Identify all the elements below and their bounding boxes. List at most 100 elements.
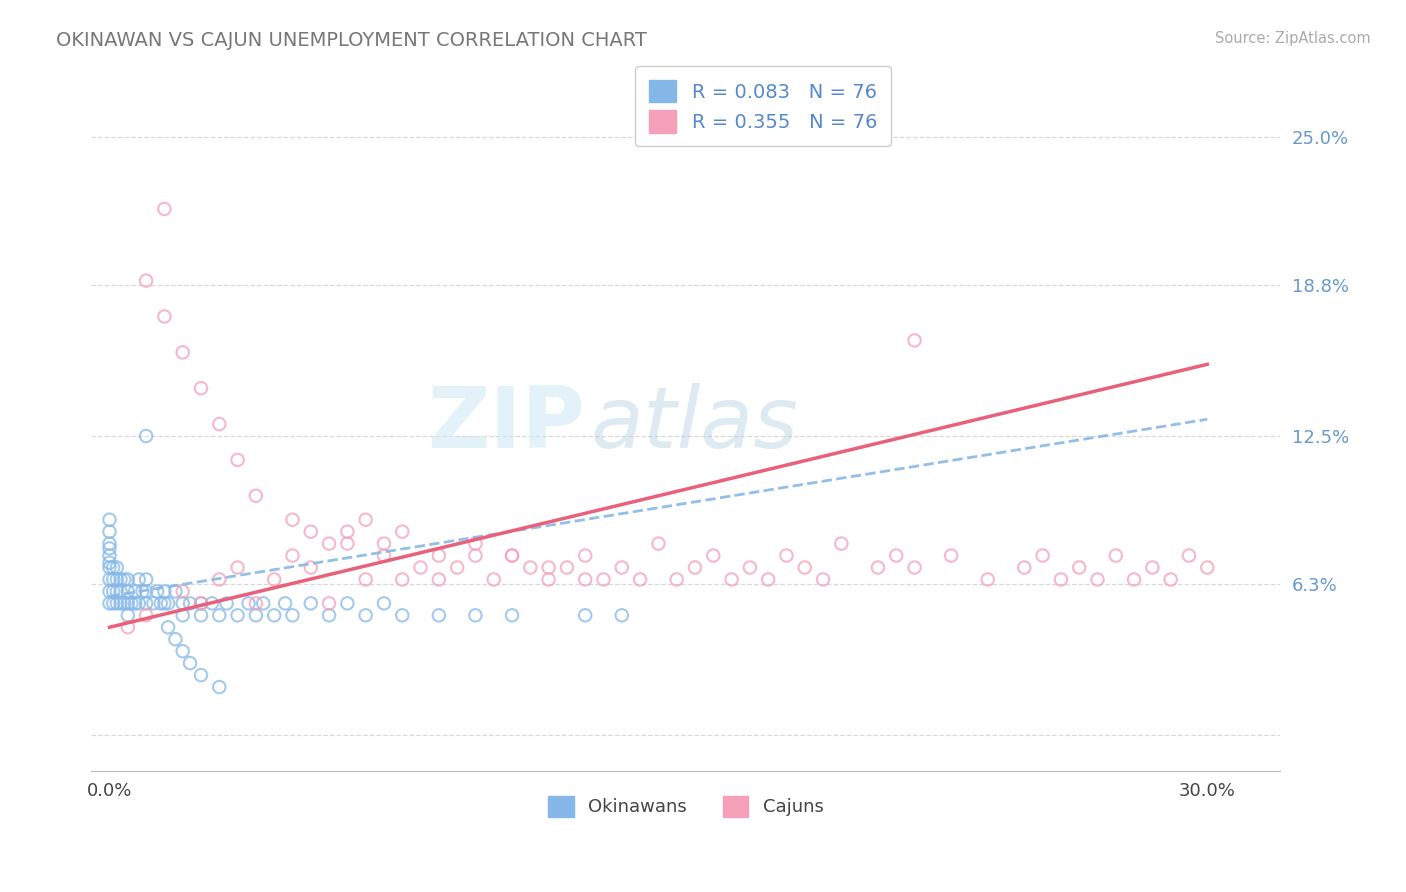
Point [179,596,201,610]
Point [610,608,633,623]
Point [208,417,231,431]
Point [98,536,121,550]
Point [165,632,187,647]
Point [98,541,121,556]
Point [98,573,121,587]
Point [354,608,377,623]
Point [226,560,249,574]
Point [793,560,815,574]
Point [409,560,432,574]
Point [464,608,486,623]
Point [98,584,121,599]
Point [299,596,322,610]
Point [427,573,450,587]
Point [281,608,304,623]
Point [756,573,779,587]
Point [939,549,962,563]
Point [110,584,132,599]
Point [153,310,176,324]
Point [153,584,176,599]
Point [153,596,176,610]
Point [117,584,139,599]
Point [208,608,231,623]
Point [318,596,340,610]
Point [172,596,194,610]
Point [135,584,157,599]
Point [336,524,359,539]
Point [354,573,377,587]
Point [574,573,596,587]
Point [519,560,541,574]
Point [215,596,238,610]
Point [98,596,121,610]
Point [172,584,194,599]
Point [299,524,322,539]
Point [1087,573,1109,587]
Point [142,596,165,610]
Point [135,573,157,587]
Point [1032,549,1054,563]
Point [830,536,852,550]
Point [146,584,169,599]
Point [238,596,260,610]
Point [574,549,596,563]
Point [1014,560,1036,574]
Point [336,596,359,610]
Point [866,560,889,574]
Point [501,549,523,563]
Point [172,608,194,623]
Point [1050,573,1073,587]
Point [811,573,834,587]
Point [128,573,150,587]
Text: Source: ZipAtlas.com: Source: ZipAtlas.com [1215,31,1371,46]
Point [208,680,231,694]
Point [702,549,724,563]
Point [157,596,180,610]
Point [117,573,139,587]
Point [884,549,907,563]
Point [226,453,249,467]
Point [112,573,135,587]
Point [574,608,596,623]
Point [101,584,124,599]
Point [373,549,395,563]
Text: OKINAWAN VS CAJUN UNEMPLOYMENT CORRELATION CHART: OKINAWAN VS CAJUN UNEMPLOYMENT CORRELATI… [56,31,647,50]
Point [149,596,172,610]
Point [391,608,413,623]
Point [555,560,578,574]
Point [263,608,285,623]
Point [464,536,486,550]
Point [537,573,560,587]
Point [124,584,146,599]
Point [128,596,150,610]
Point [373,536,395,550]
Point [98,513,121,527]
Point [903,560,925,574]
Point [190,608,212,623]
Point [610,560,633,574]
Point [1069,560,1091,574]
Point [647,536,669,550]
Point [165,584,187,599]
Point [112,596,135,610]
Point [446,560,468,574]
Point [135,608,157,623]
Point [105,596,128,610]
Point [336,536,359,550]
Point [274,596,297,610]
Point [501,549,523,563]
Point [98,556,121,570]
Point [101,573,124,587]
Point [263,573,285,587]
Point [1160,573,1182,587]
Point [775,549,797,563]
Point [1178,549,1201,563]
Point [903,334,925,348]
Point [98,549,121,563]
Point [537,560,560,574]
Point [172,644,194,658]
Point [226,608,249,623]
Point [373,596,395,610]
Point [482,573,505,587]
Point [299,560,322,574]
